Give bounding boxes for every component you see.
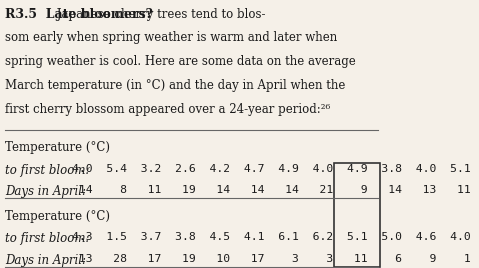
Text: 4.3  1.5  3.7  3.8  4.5  4.1  6.1  6.2  5.1  5.0  4.6  4.0: 4.3 1.5 3.7 3.8 4.5 4.1 6.1 6.2 5.1 5.0 …: [72, 232, 470, 242]
Text: R3.5  Late bloomers?: R3.5 Late bloomers?: [5, 8, 153, 21]
Text: som early when spring weather is warm and later when: som early when spring weather is warm an…: [5, 31, 337, 44]
Text: March temperature (in °C) and the day in April when the: March temperature (in °C) and the day in…: [5, 79, 345, 92]
Text: 13   28   17   19   10   17    3    3   11    6    9    1: 13 28 17 19 10 17 3 3 11 6 9 1: [72, 254, 470, 264]
Text: Temperature (°C): Temperature (°C): [5, 141, 110, 154]
Text: first cherry blossom appeared over a 24-year period:²⁶: first cherry blossom appeared over a 24-…: [5, 103, 331, 116]
Text: to first bloom:: to first bloom:: [5, 164, 90, 177]
Text: 14    8   11   19   14   14   14   21    9   14   13   11: 14 8 11 19 14 14 14 21 9 14 13 11: [72, 185, 470, 195]
Text: to first bloom:: to first bloom:: [5, 232, 90, 245]
Text: Japanese cherry trees tend to blos-: Japanese cherry trees tend to blos-: [54, 8, 266, 21]
Text: Days in April:: Days in April:: [5, 254, 86, 267]
Text: 4.0  5.4  3.2  2.6  4.2  4.7  4.9  4.0  4.9  3.8  4.0  5.1: 4.0 5.4 3.2 2.6 4.2 4.7 4.9 4.0 4.9 3.8 …: [72, 164, 470, 174]
Text: Temperature (°C): Temperature (°C): [5, 210, 110, 223]
Text: spring weather is cool. Here are some data on the average: spring weather is cool. Here are some da…: [5, 55, 356, 68]
Text: Days in April:: Days in April:: [5, 185, 86, 198]
